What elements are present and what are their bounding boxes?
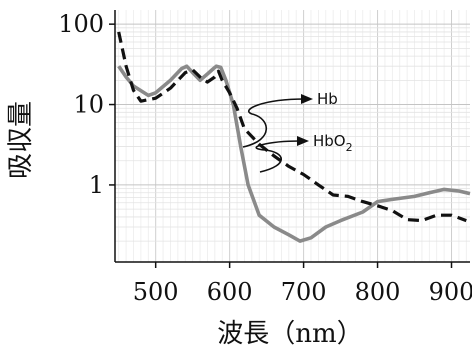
x-tick-label: 700 [281, 278, 327, 306]
annotation-hbo2-arrowhead [297, 136, 309, 146]
annotation-hbo2: HbO2 [255, 132, 353, 173]
annotation-hbo2-label-sub: 2 [346, 141, 353, 154]
annotation-hbo2-label-main: HbO [313, 132, 346, 150]
ticks: 500 600 700 800 900 1 10 100 [58, 10, 472, 306]
series-line-hbo2 [117, 64, 471, 243]
annotation-hb: Hb [242, 90, 338, 148]
y-tick-label: 1 [89, 171, 104, 199]
y-tick-label: 100 [58, 10, 104, 38]
series-line-hb [117, 31, 467, 223]
x-tick-label: 500 [133, 278, 179, 306]
x-tick-label: 800 [355, 278, 401, 306]
y-tick-label: 10 [73, 91, 104, 119]
annotation-hb-label: Hb [317, 90, 338, 108]
x-axis-title: 波長（nm） [217, 319, 362, 349]
grid [115, 10, 470, 262]
series-layer [117, 31, 471, 243]
x-tick-label: 600 [207, 278, 253, 306]
annotation-hbo2-leader [255, 140, 301, 173]
annotation-hbo2-label: HbO2 [313, 132, 353, 154]
y-axis-title: 吸収量 [6, 101, 36, 179]
annotation-hb-leader [242, 98, 306, 148]
x-tick-label: 900 [429, 278, 472, 306]
annotation-hb-arrowhead [301, 94, 313, 104]
